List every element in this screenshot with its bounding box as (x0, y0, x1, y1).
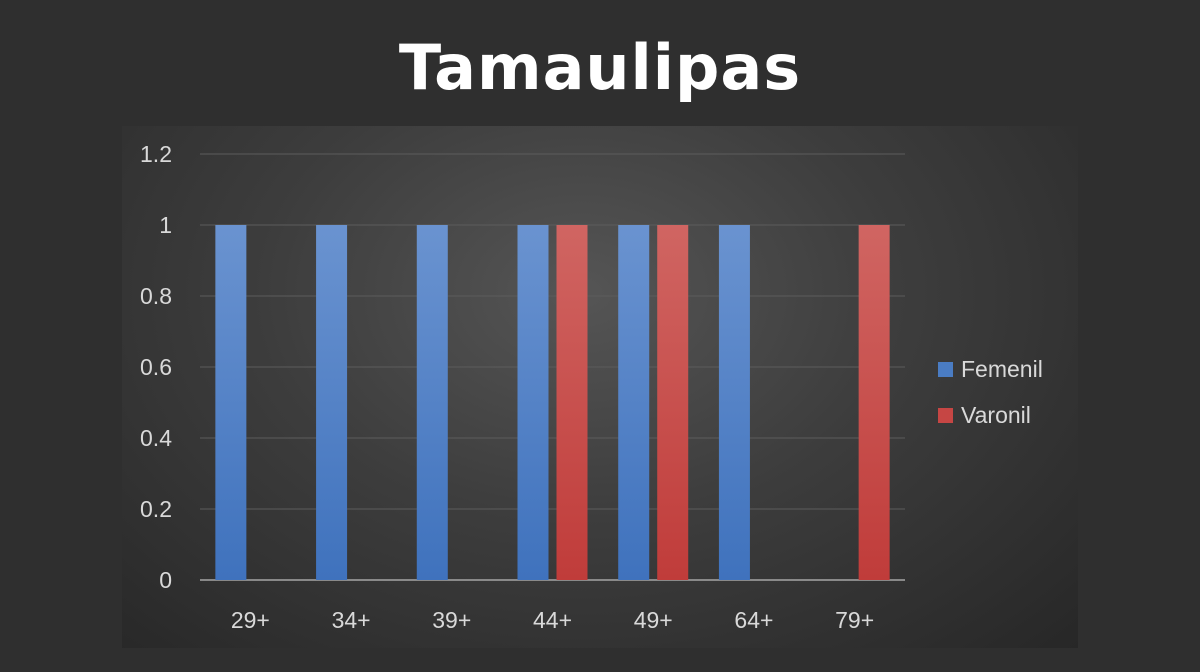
x-tick-label: 64+ (734, 607, 773, 633)
gridlines (200, 153, 905, 581)
y-tick-label: 0.2 (140, 496, 172, 522)
bar-femenil-29plus (215, 225, 247, 580)
legend-label-femenil: Femenil (961, 355, 1043, 382)
y-tick-label: 0.4 (140, 425, 172, 451)
y-tick-label: 1 (159, 212, 172, 238)
bar-varonil-49plus (657, 225, 689, 580)
y-tick-label: 0.8 (140, 283, 172, 309)
y-tick-labels: 0 0.2 0.4 0.6 0.8 1 1.2 (140, 141, 172, 593)
y-tick-label: 1.2 (140, 141, 172, 167)
x-tick-label: 34+ (332, 607, 371, 633)
chart-title: Tamaulipas (398, 31, 802, 104)
legend: Femenil Varonil (938, 346, 1043, 438)
bar-femenil-34plus (316, 225, 348, 580)
x-tick-label: 49+ (634, 607, 673, 633)
legend-label-varonil: Varonil (961, 401, 1031, 428)
bar-femenil-44plus (517, 225, 549, 580)
bars (215, 225, 890, 580)
x-tick-label: 39+ (432, 607, 471, 633)
legend-swatch-femenil (938, 361, 953, 377)
legend-item-varonil: Varonil (938, 392, 1043, 438)
x-tick-label: 79+ (835, 607, 874, 633)
y-tick-label: 0 (159, 567, 172, 593)
legend-item-femenil: Femenil (938, 346, 1043, 392)
x-tick-labels: 29+ 34+ 39+ 44+ 49+ 64+ 79+ (231, 607, 874, 633)
x-tick-label: 29+ (231, 607, 270, 633)
legend-swatch-varonil (938, 407, 953, 423)
y-tick-label: 0.6 (140, 354, 172, 380)
chart-panel (122, 126, 1078, 648)
bar-femenil-49plus (618, 225, 650, 580)
bar-femenil-39plus (416, 225, 448, 580)
bar-femenil-64plus (718, 225, 750, 580)
x-tick-label: 44+ (533, 607, 572, 633)
bar-varonil-79plus (858, 225, 890, 580)
bar-varonil-44plus (556, 225, 588, 580)
